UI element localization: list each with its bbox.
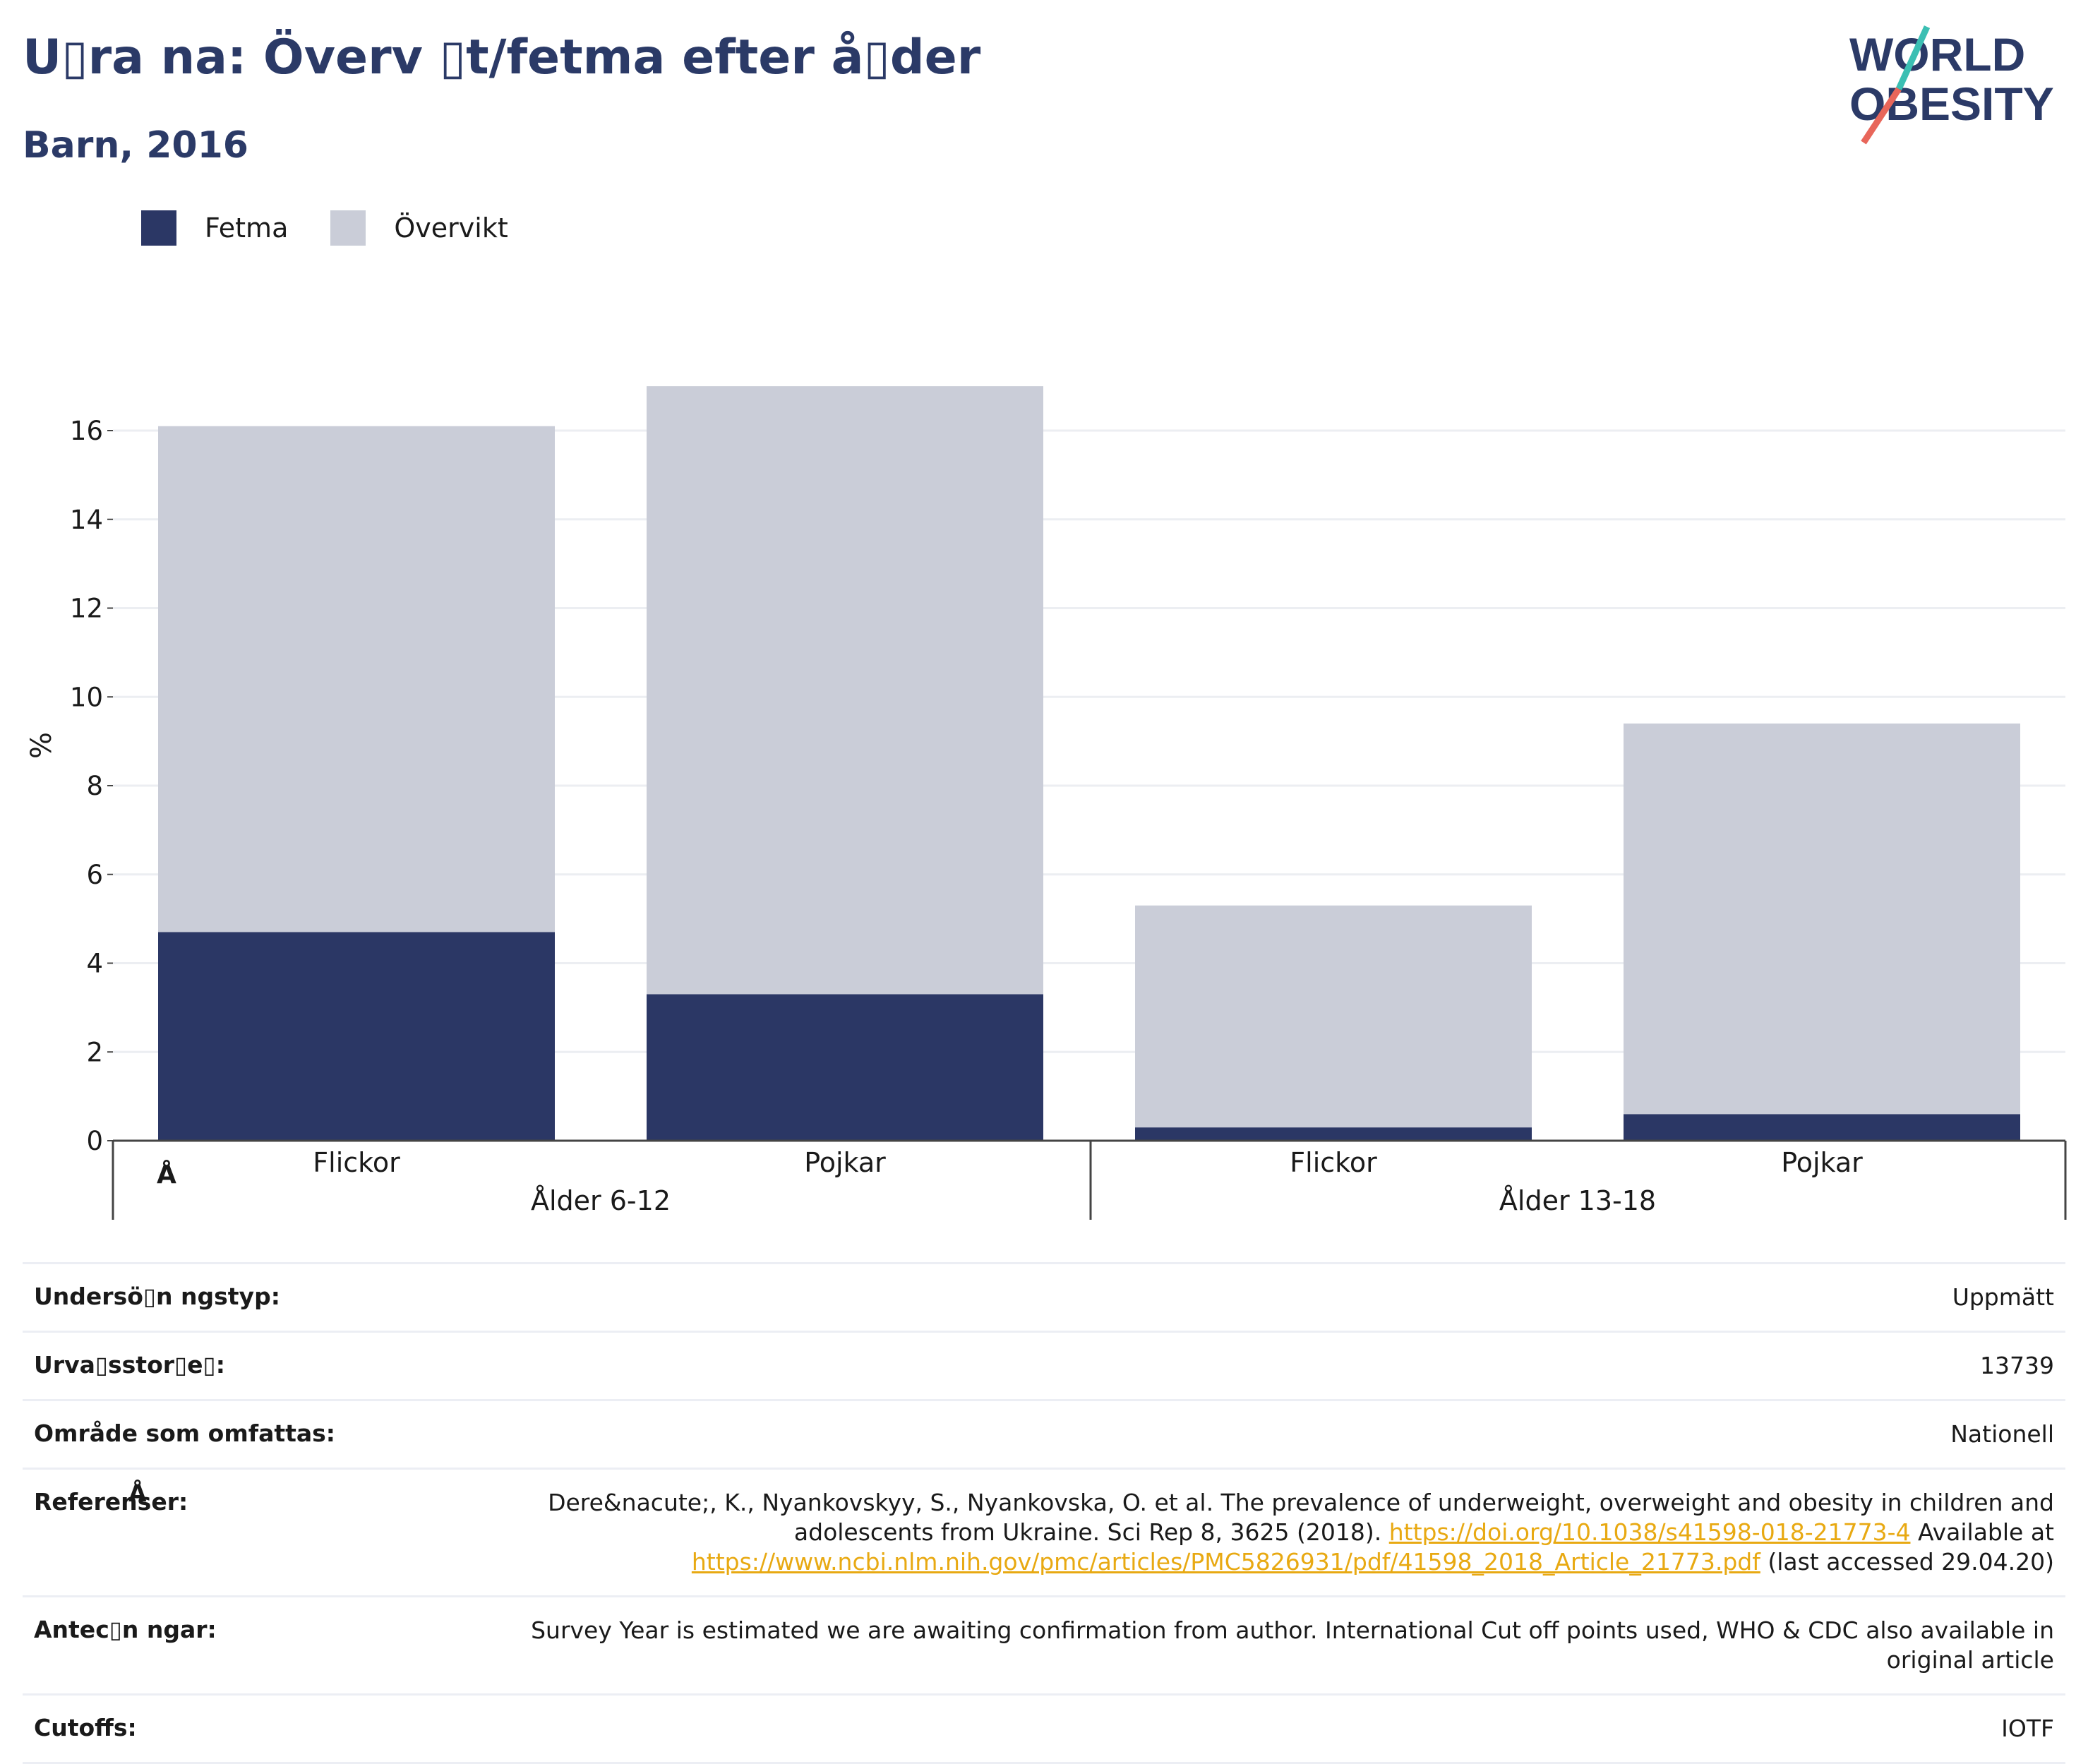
y-tick-label: 6 <box>86 860 103 890</box>
info-row-area: Område som omfattas: Nationell <box>23 1399 2065 1468</box>
info-label: Undersö▯n ngstyp: <box>34 1283 280 1310</box>
info-row-notes: Antec▯n ngar: Survey Year is estimated w… <box>23 1595 2065 1693</box>
bar-overvikt <box>158 426 555 932</box>
x-category-label: Pojkar <box>804 1147 886 1178</box>
x-category-label: Flickor <box>1290 1147 1377 1178</box>
info-value: IOTF <box>2001 1715 2054 1742</box>
info-row-cutoffs: Cutoffs: IOTF <box>23 1693 2065 1764</box>
legend-swatch-overvikt <box>330 210 366 246</box>
legend-label-fetma: Fetma <box>205 212 289 244</box>
info-row-sample-size: Urva▯sstor▯e▯: 13739 <box>23 1331 2065 1399</box>
info-label: Antec▯n ngar: <box>34 1616 217 1643</box>
logo-teal-stroke <box>1895 25 1931 90</box>
x-group-label: Ålder 13-18 <box>1499 1185 1656 1216</box>
x-group-label: Ålder 6-12 <box>531 1185 671 1216</box>
logo-line1: WORLD <box>1849 28 2025 80</box>
bar-overvikt <box>1135 905 1532 1128</box>
y-tick-label: 14 <box>70 505 103 535</box>
stacked-bar-chart: 0 2 4 6 8 10 12 14 16% Flickor Pojkar Flickor Pojkar… <box>25 386 2067 1220</box>
y-tick-label: 12 <box>70 594 103 624</box>
legend-label-overvikt: Övervikt <box>394 212 508 244</box>
bar-overvikt <box>647 386 1043 995</box>
pmc-link[interactable]: https://www.ncbi.nlm.nih.gov/pmc/article… <box>691 1548 1760 1576</box>
info-label: Urva▯sstor▯e▯: <box>34 1351 225 1379</box>
stray-glyph: Å <box>128 1480 147 1507</box>
info-label: Cutoffs: <box>34 1714 137 1741</box>
reference-text: (last accessed 29.04.20) <box>1760 1548 2054 1576</box>
bar-fetma <box>1135 1127 1532 1141</box>
y-tick-label: 16 <box>70 416 103 446</box>
chart-legend: Fetma Övervikt <box>141 210 551 246</box>
bar-fetma <box>158 932 555 1141</box>
info-row-references: Referenser: Å Dere&nacute;, K., Nyankovs… <box>23 1468 2065 1595</box>
logo-coral-stroke <box>1861 87 1902 145</box>
bar-overvikt <box>1624 723 2020 1115</box>
doi-link[interactable]: https://doi.org/10.1038/s41598-018-21773… <box>1388 1518 1911 1546</box>
legend-item-fetma[interactable]: Fetma <box>141 210 288 246</box>
legend-item-overvikt[interactable]: Övervikt <box>330 210 508 246</box>
info-value: Uppmätt <box>1952 1283 2054 1311</box>
legend-swatch-fetma <box>141 210 176 246</box>
x-category-label: Flickor <box>313 1147 400 1178</box>
reference-text: Dere&nacute;, K., Nyankovskyy, S., Nyank… <box>548 1489 2054 1546</box>
info-row-survey-type: Undersö▯n ngstyp: Uppmätt <box>23 1262 2065 1331</box>
bar-fetma <box>1624 1114 2020 1141</box>
y-tick-label: 4 <box>86 949 103 979</box>
page-subtitle: Barn, 2016 <box>23 124 248 167</box>
info-label: Område som omfattas: <box>34 1420 336 1447</box>
y-tick-label: 10 <box>70 682 103 712</box>
logo-line2: OBESITY <box>1849 78 2054 130</box>
info-value: Nationell <box>1950 1420 2054 1448</box>
reference-text: Available at <box>1910 1518 2054 1546</box>
stray-glyph: Å <box>157 1160 176 1189</box>
world-obesity-logo: WORLD OBESITY <box>1849 25 2054 145</box>
y-tick-label: 2 <box>86 1037 103 1067</box>
info-value: Survey Year is estimated we are awaiting… <box>531 1616 2054 1674</box>
x-category-label: Pojkar <box>1781 1147 1863 1178</box>
info-table: Undersö▯n ngstyp: Uppmätt Urva▯sstor▯e▯:… <box>23 1262 2065 1764</box>
y-axis-label: % <box>25 732 58 759</box>
bar-fetma <box>647 994 1043 1141</box>
page-title: U▯ra na: Överv ▯t/fetma efter å▯der <box>23 30 981 85</box>
info-value: 13739 <box>1980 1352 2054 1379</box>
info-label: Referenser: <box>34 1488 188 1516</box>
y-tick-label: 8 <box>86 771 103 801</box>
info-value-references: Dere&nacute;, K., Nyankovskyy, S., Nyank… <box>466 1488 2054 1577</box>
y-tick-label: 0 <box>86 1126 103 1156</box>
